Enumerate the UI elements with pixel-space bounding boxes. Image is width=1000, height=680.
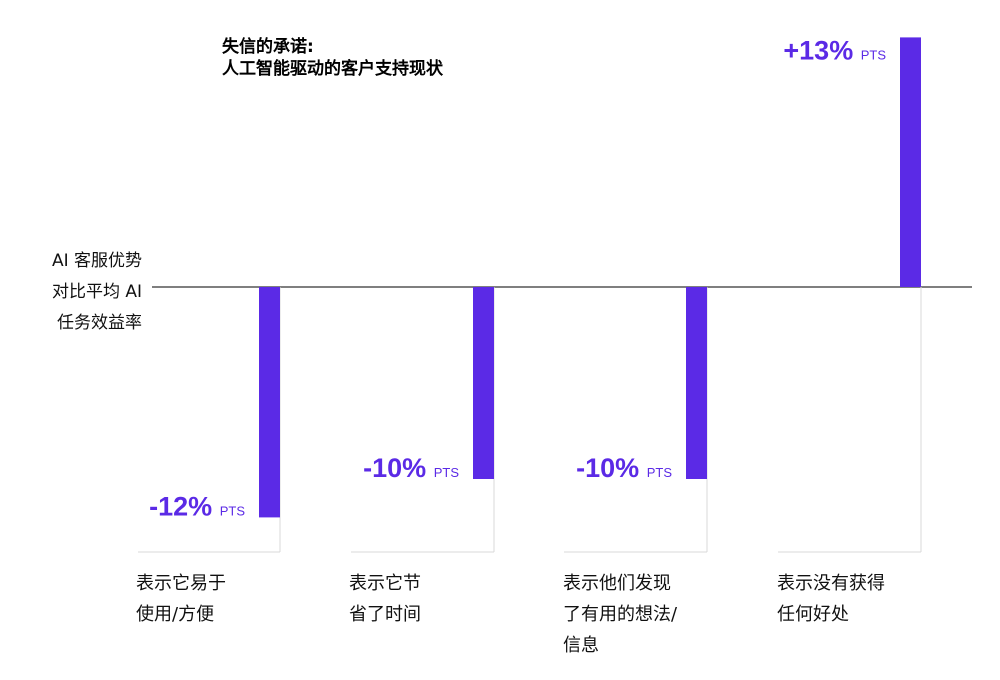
value-label: -10% PTS [363, 453, 459, 483]
y-axis-label-line-2: 对比平均 AI [51, 282, 142, 302]
chart-title: 失信的承诺: 人工智能驱动的客户支持现状 [222, 36, 443, 80]
chart-title-line-2: 人工智能驱动的客户支持现状 [222, 59, 443, 79]
value-unit: PTS [647, 465, 673, 480]
category-label-line: 任何好处 [777, 604, 849, 625]
category-label-line: 使用/方便 [136, 604, 215, 625]
category-label-line: 信息 [563, 635, 599, 656]
value-unit: PTS [220, 503, 246, 518]
value-unit: PTS [434, 465, 460, 480]
category-label-line: 表示它节 [349, 573, 421, 594]
category-label-line: 省了时间 [349, 604, 421, 625]
category-label-ideas: 表示他们发现 了有用的想法/ 信息 [563, 568, 677, 661]
value-number: -12% [149, 491, 220, 521]
category-label-time: 表示它节 省了时间 [349, 568, 421, 630]
value-number: +13% [783, 35, 860, 65]
y-axis-label-line-1: AI 客服优势 [51, 251, 142, 271]
chart-title-line-1: 失信的承诺: [222, 37, 314, 57]
value-label: +13% PTS [783, 35, 886, 65]
category-label-no-benefit: 表示没有获得 任何好处 [777, 568, 885, 630]
category-label-line: 表示他们发现 [563, 573, 671, 594]
bar [473, 287, 494, 479]
bar [259, 287, 280, 518]
value-unit: PTS [861, 47, 887, 62]
category-label-line: 表示没有获得 [777, 573, 885, 594]
y-axis-label-line-3: 任务效益率 [57, 313, 142, 333]
value-label: -12% PTS [149, 491, 245, 521]
category-label-line: 表示它易于 [136, 573, 226, 594]
y-axis-label: AI 客服优势 对比平均 AI 任务效益率 [14, 246, 142, 339]
category-label-ease: 表示它易于 使用/方便 [136, 568, 226, 630]
value-number: -10% [363, 453, 434, 483]
value-label: -10% PTS [576, 453, 672, 483]
bar [686, 287, 707, 479]
category-label-line: 了有用的想法/ [563, 604, 678, 625]
value-number: -10% [576, 453, 647, 483]
bar [900, 37, 921, 288]
